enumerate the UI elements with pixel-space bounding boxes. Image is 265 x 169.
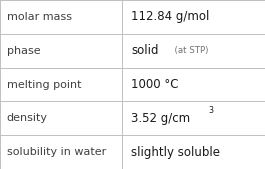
Text: density: density (7, 113, 48, 123)
Text: 112.84 g/mol: 112.84 g/mol (131, 10, 210, 23)
Text: phase: phase (7, 46, 40, 56)
Text: 1000 °C: 1000 °C (131, 78, 179, 91)
Text: solid: solid (131, 44, 159, 57)
Text: solubility in water: solubility in water (7, 147, 106, 157)
Text: molar mass: molar mass (7, 12, 72, 22)
Text: slightly soluble: slightly soluble (131, 146, 220, 159)
Text: 3.52 g/cm: 3.52 g/cm (131, 112, 190, 125)
Text: melting point: melting point (7, 79, 81, 90)
Text: 3: 3 (208, 106, 213, 115)
Text: (at STP): (at STP) (169, 46, 208, 55)
